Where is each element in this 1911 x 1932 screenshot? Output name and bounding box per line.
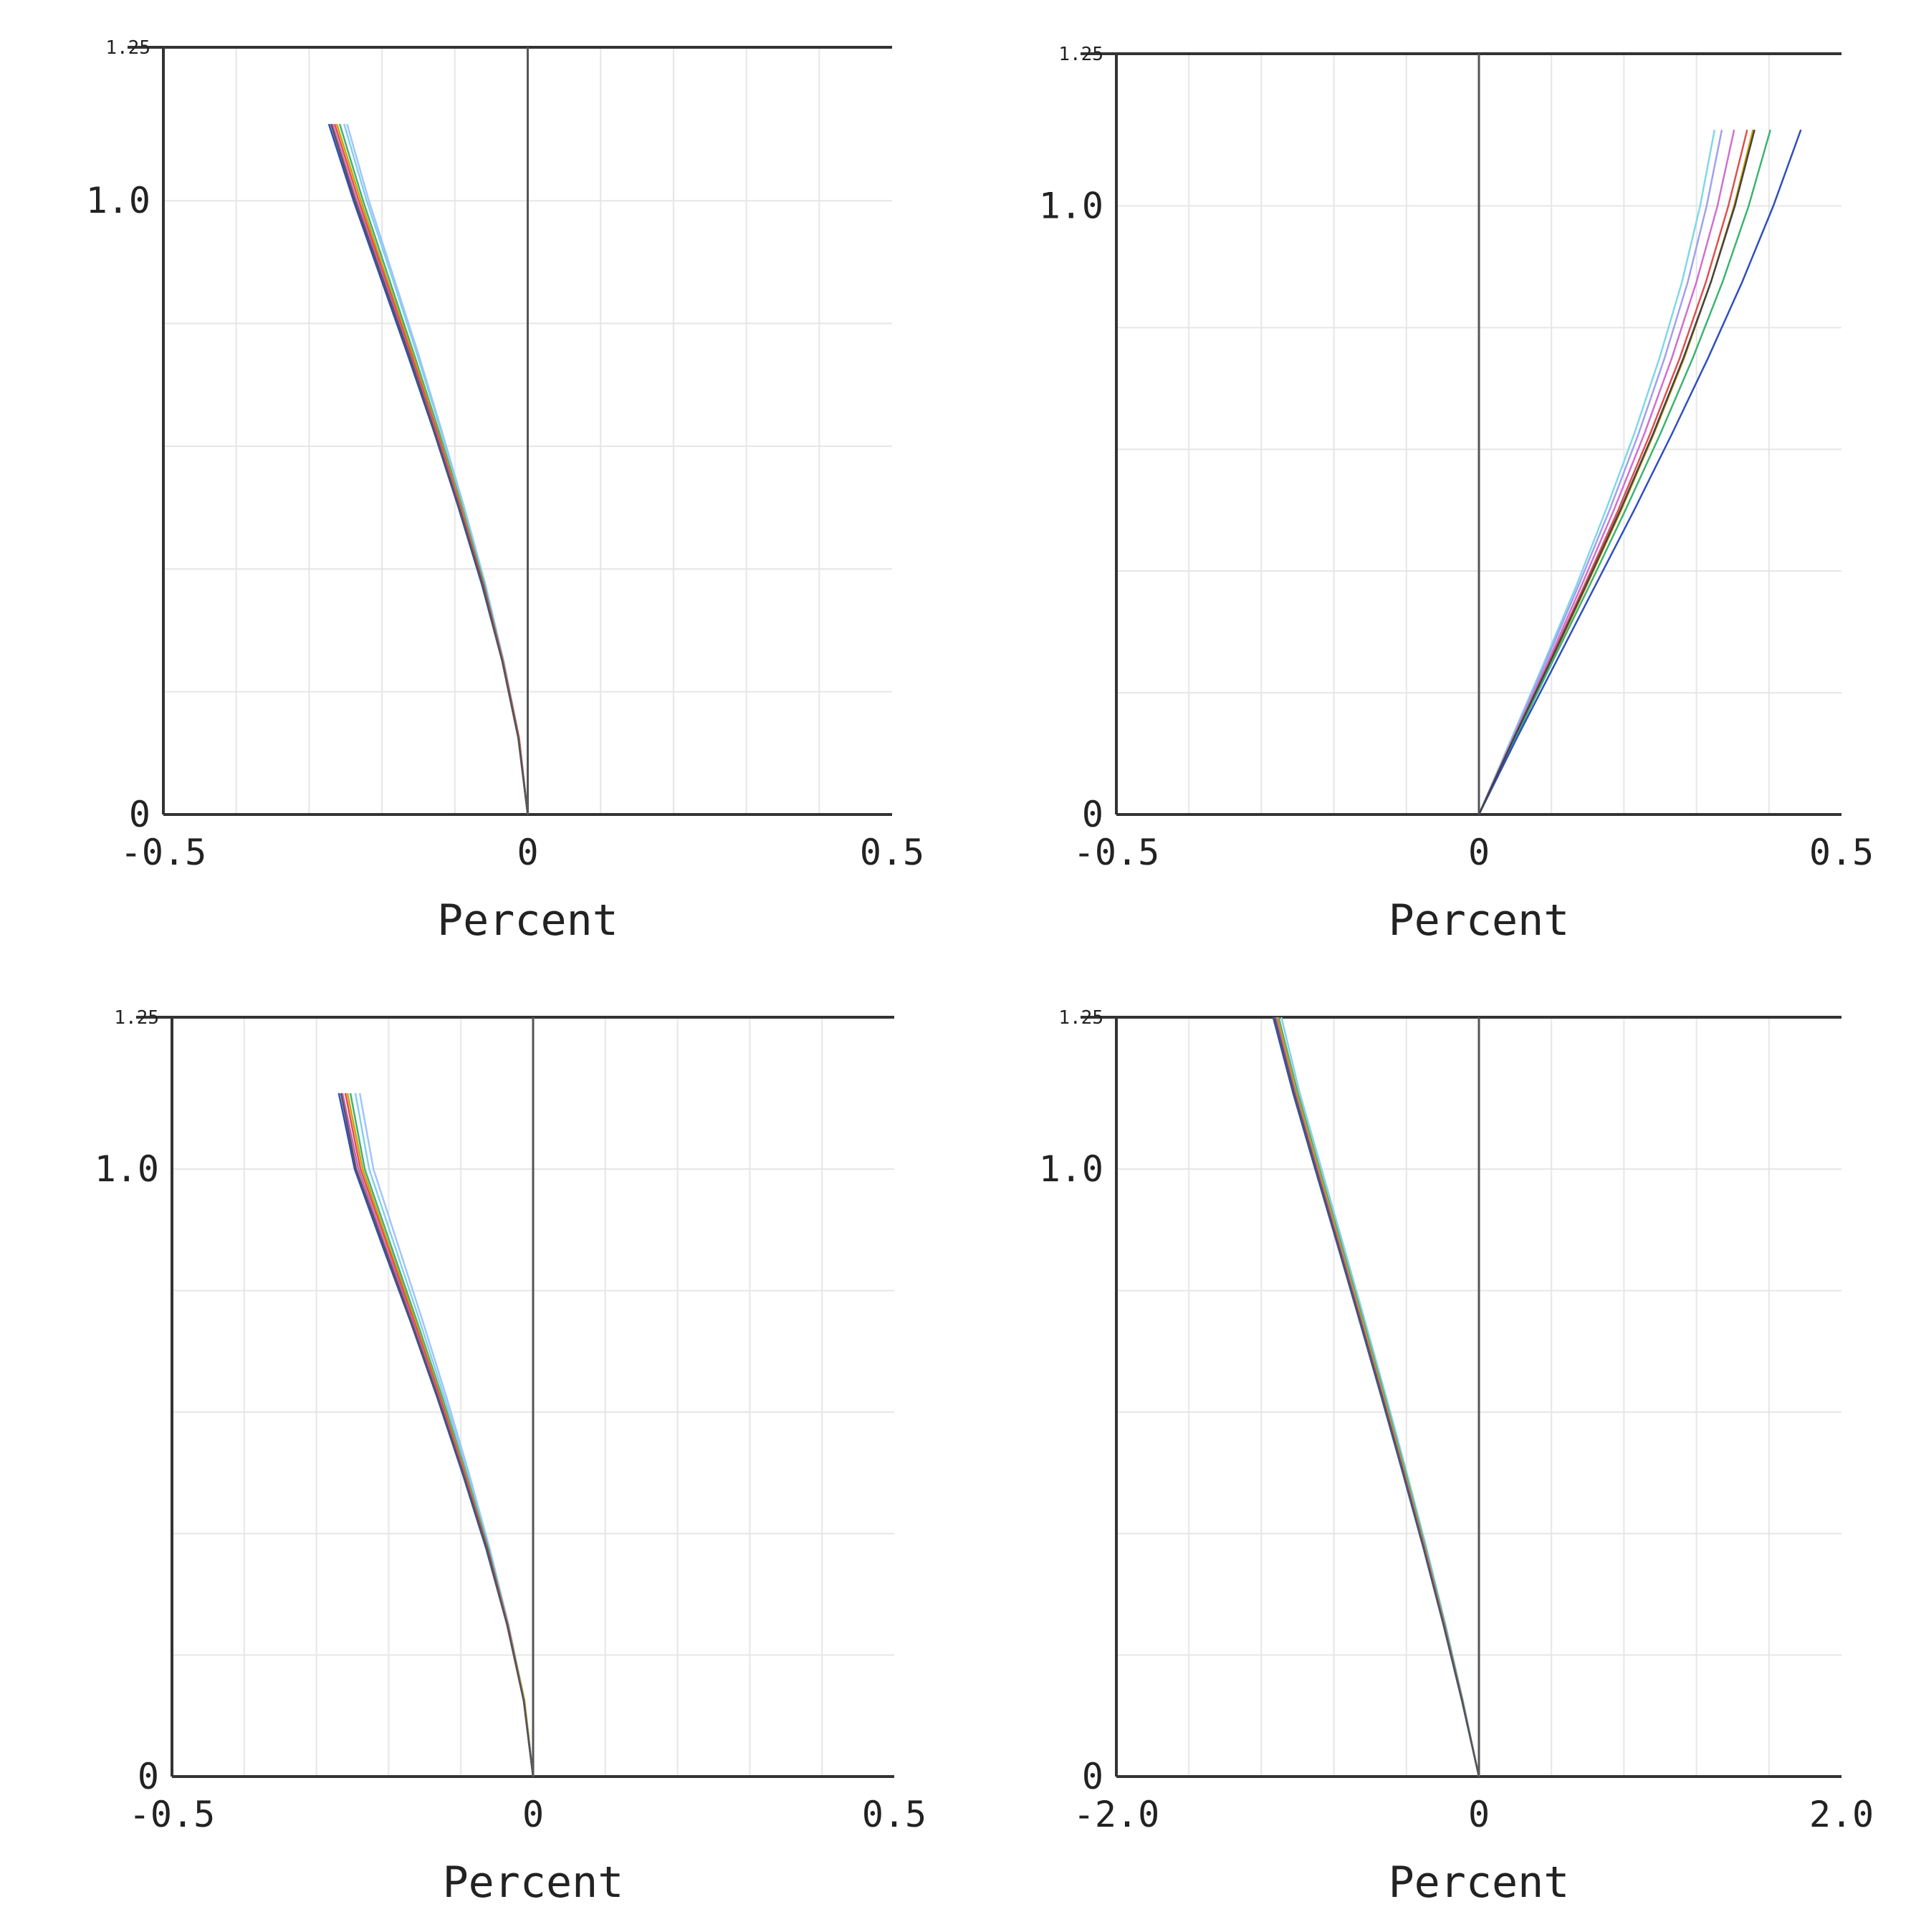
series-line-2 <box>1276 1017 1480 1777</box>
x-tick-label: 0 <box>1468 1794 1490 1835</box>
x-tick-label: 0 <box>1468 832 1490 873</box>
x-tick-label: -0.5 <box>1073 832 1159 873</box>
series-line-1 <box>1477 129 1723 815</box>
series-line-4 <box>1477 129 1754 815</box>
x-axis-label: Percent <box>437 895 618 946</box>
y-tick-label: 1.25 <box>114 1007 159 1029</box>
x-tick-label: -0.5 <box>120 832 206 873</box>
series-line-1 <box>1278 1017 1480 1777</box>
y-tick-label: 0 <box>138 1756 159 1797</box>
y-tick-label: 0 <box>1082 794 1103 835</box>
x-axis-label: Percent <box>1389 895 1570 946</box>
series-line-6 <box>327 123 529 815</box>
y-tick-label: 0 <box>129 794 150 835</box>
series-line-3 <box>1275 1017 1480 1777</box>
series-line-7 <box>1477 129 1756 815</box>
series-line-6 <box>1477 129 1802 815</box>
y-tick-label: 0 <box>1082 1756 1103 1797</box>
x-tick-label: -2.0 <box>1073 1794 1159 1835</box>
series-line-0 <box>1477 129 1716 815</box>
y-tick-label: 1.25 <box>1058 1007 1103 1029</box>
series-line-7 <box>340 1092 535 1777</box>
series-line-7 <box>330 123 529 815</box>
x-tick-label: 0.5 <box>1809 832 1874 873</box>
series-line-3 <box>1477 129 1748 815</box>
x-axis-label: Percent <box>443 1857 624 1908</box>
series-line-0 <box>346 123 529 815</box>
x-tick-label: 2.0 <box>1809 1794 1874 1835</box>
series-line-0 <box>358 1092 535 1777</box>
series-line-2 <box>1477 129 1735 815</box>
x-axis-label: Percent <box>1389 1857 1570 1908</box>
series-line-4 <box>1272 1017 1480 1777</box>
series-line-5 <box>1477 129 1772 815</box>
y-tick-label: 1.25 <box>1058 44 1103 65</box>
y-tick-label: 1.0 <box>1039 185 1103 226</box>
y-tick-label: 1.25 <box>105 37 150 59</box>
x-tick-label: 0.5 <box>860 832 924 873</box>
series-line-0 <box>1280 1017 1480 1777</box>
x-tick-label: 0 <box>522 1794 544 1835</box>
series-line-5 <box>331 123 529 815</box>
series-line-3 <box>346 1092 535 1777</box>
series-line-5 <box>1273 1017 1480 1777</box>
x-tick-label: -0.5 <box>129 1794 215 1835</box>
y-tick-label: 1.0 <box>86 180 150 221</box>
y-tick-label: 1.0 <box>95 1148 159 1190</box>
x-tick-label: 0 <box>517 832 538 873</box>
x-tick-label: 0.5 <box>862 1794 926 1835</box>
y-tick-label: 1.0 <box>1039 1148 1103 1190</box>
